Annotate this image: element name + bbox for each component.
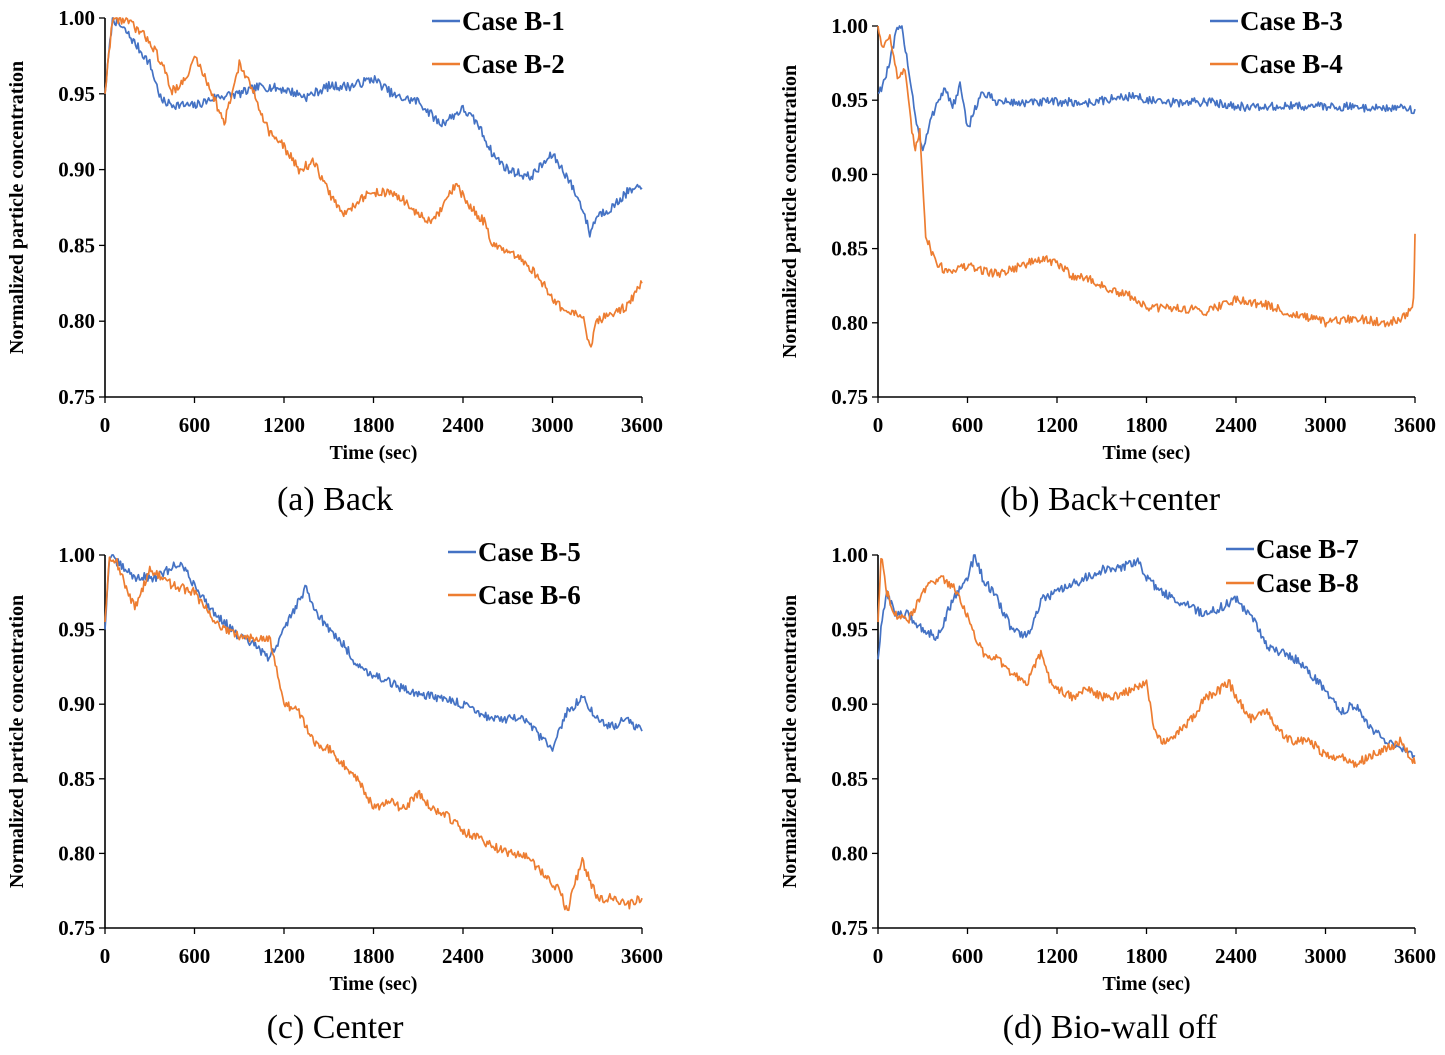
x-tick-label: 2400 — [442, 944, 484, 968]
y-tick-label: 0.90 — [58, 692, 95, 716]
x-tick-label: 600 — [952, 413, 984, 437]
legend-label: Case B-5 — [478, 537, 581, 567]
x-tick-label: 2400 — [1215, 413, 1257, 437]
x-tick-label: 600 — [179, 944, 211, 968]
y-tick-label: 0.85 — [58, 767, 95, 791]
y-tick-label: 0.80 — [831, 841, 868, 865]
panel-caption: (a) Back — [277, 481, 393, 518]
y-tick-label: 1.00 — [58, 6, 95, 30]
y-tick-label: 0.75 — [58, 385, 95, 409]
series-line-case-b-2 — [104, 17, 643, 348]
legend-label: Case B-7 — [1256, 534, 1359, 564]
x-tick-label: 2400 — [1215, 944, 1257, 968]
y-tick-label: 0.75 — [831, 916, 868, 940]
legend-label: Case B-2 — [462, 49, 565, 79]
y-tick-label: 0.80 — [58, 841, 95, 865]
x-tick-label: 3000 — [1305, 944, 1347, 968]
y-axis-title: Normalized particle concentration — [779, 595, 801, 888]
y-tick-label: 0.95 — [831, 618, 868, 642]
x-axis-title: Time (sec) — [330, 973, 418, 995]
legend-label: Case B-4 — [1240, 49, 1343, 79]
x-tick-label: 3600 — [621, 413, 663, 437]
y-tick-label: 0.95 — [58, 82, 95, 106]
series-line-case-b-1 — [104, 17, 643, 238]
series-line-case-b-4 — [877, 25, 1416, 328]
legend-label: Case B-1 — [462, 6, 565, 36]
x-tick-label: 1200 — [1036, 944, 1078, 968]
y-axis-title: Normalized particle concentration — [6, 595, 28, 888]
y-tick-label: 1.00 — [58, 543, 95, 567]
y-tick-label: 1.00 — [831, 14, 868, 38]
series-line-case-b-5 — [104, 554, 643, 752]
y-tick-label: 0.85 — [831, 767, 868, 791]
series-line-case-b-6 — [104, 556, 643, 912]
x-tick-label: 3600 — [1394, 413, 1436, 437]
series-line-case-b-3 — [877, 25, 1416, 152]
y-tick-label: 0.95 — [58, 618, 95, 642]
y-tick-label: 0.80 — [831, 311, 868, 335]
x-tick-label: 600 — [179, 413, 211, 437]
x-tick-label: 0 — [100, 413, 111, 437]
x-tick-label: 3000 — [532, 944, 574, 968]
legend-label: Case B-8 — [1256, 568, 1359, 598]
x-axis-title: Time (sec) — [330, 442, 418, 464]
x-tick-label: 1800 — [353, 413, 395, 437]
y-tick-label: 1.00 — [831, 543, 868, 567]
y-tick-label: 0.85 — [831, 237, 868, 261]
panel-caption: (d) Bio-wall off — [1003, 1009, 1218, 1046]
y-tick-label: 0.95 — [831, 88, 868, 112]
x-tick-label: 3000 — [1305, 413, 1347, 437]
y-tick-label: 0.75 — [831, 385, 868, 409]
y-axis-title: Normalized particle concentration — [779, 65, 801, 358]
y-tick-label: 0.90 — [831, 692, 868, 716]
panel-caption: (c) Center — [267, 1009, 405, 1046]
x-tick-label: 1800 — [1126, 413, 1168, 437]
x-tick-label: 1800 — [353, 944, 395, 968]
series-line-case-b-7 — [877, 554, 1416, 759]
legend-label: Case B-3 — [1240, 6, 1343, 36]
x-tick-label: 0 — [873, 944, 884, 968]
x-tick-label: 2400 — [442, 413, 484, 437]
y-axis-title: Normalized particle concentration — [6, 61, 28, 354]
x-tick-label: 3600 — [1394, 944, 1436, 968]
y-tick-label: 0.90 — [58, 158, 95, 182]
x-tick-label: 1800 — [1126, 944, 1168, 968]
y-tick-label: 0.90 — [831, 162, 868, 186]
legend-label: Case B-6 — [478, 580, 581, 610]
x-tick-label: 1200 — [1036, 413, 1078, 437]
x-tick-label: 3000 — [532, 413, 574, 437]
series-line-case-b-8 — [877, 557, 1416, 768]
x-tick-label: 1200 — [263, 413, 305, 437]
x-axis-title: Time (sec) — [1103, 973, 1191, 995]
x-tick-label: 1200 — [263, 944, 305, 968]
x-axis-title: Time (sec) — [1103, 442, 1191, 464]
x-tick-label: 600 — [952, 944, 984, 968]
y-tick-label: 0.80 — [58, 309, 95, 333]
y-tick-label: 0.75 — [58, 916, 95, 940]
panel-caption: (b) Back+center — [1000, 481, 1221, 518]
x-tick-label: 0 — [100, 944, 111, 968]
x-tick-label: 3600 — [621, 944, 663, 968]
x-tick-label: 0 — [873, 413, 884, 437]
y-tick-label: 0.85 — [58, 233, 95, 257]
